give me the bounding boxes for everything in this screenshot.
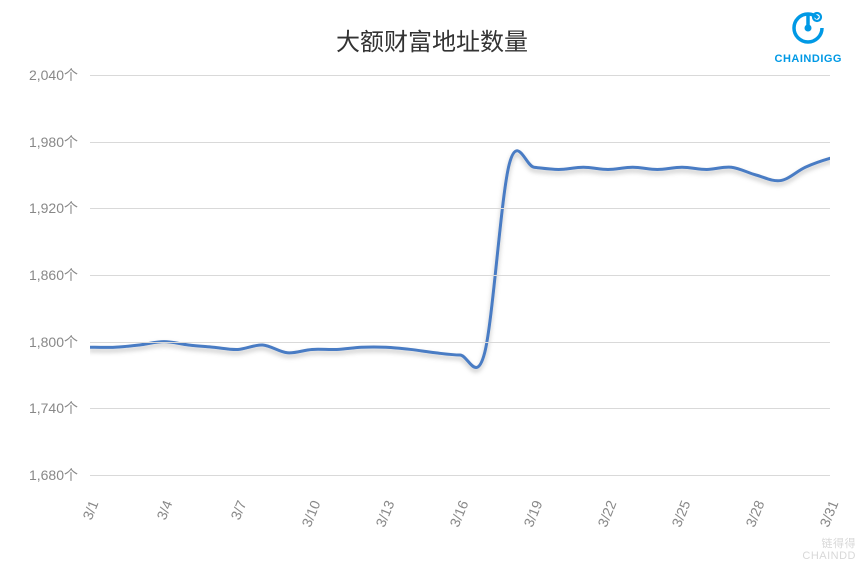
- watermark-line1: 链得得: [802, 538, 856, 550]
- chaindigg-icon: [790, 10, 826, 46]
- gridline: [90, 208, 830, 209]
- chart-title: 大额财富地址数量: [0, 22, 864, 57]
- gridline: [90, 275, 830, 276]
- gridline: [90, 142, 830, 143]
- gridline: [90, 75, 830, 76]
- watermark: 链得得 CHAINDD: [802, 538, 856, 562]
- x-axis-label: 3/7: [222, 498, 250, 536]
- y-axis-label: 2,040个: [0, 65, 78, 85]
- data-line: [90, 151, 830, 368]
- brand-logo: CHAINDIGG: [775, 10, 842, 65]
- y-axis-label: 1,980个: [0, 132, 78, 152]
- x-axis-label: 3/1: [74, 498, 102, 536]
- x-axis-label: 3/31: [814, 498, 842, 536]
- x-axis-label: 3/13: [370, 498, 398, 536]
- x-axis-label: 3/4: [148, 498, 176, 536]
- y-axis-label: 1,680个: [0, 465, 78, 485]
- gridline: [90, 475, 830, 476]
- x-axis-label: 3/28: [740, 498, 768, 536]
- y-axis-label: 1,860个: [0, 265, 78, 285]
- y-axis-label: 1,740个: [0, 398, 78, 418]
- gridline: [90, 342, 830, 343]
- y-axis-label: 1,800个: [0, 332, 78, 352]
- x-axis-label: 3/25: [666, 498, 694, 536]
- chart-container: 大额财富地址数量 CHAINDIGG 链得得 CHAINDD 1,680个 1,7…: [0, 0, 864, 568]
- x-axis-label: 3/19: [518, 498, 546, 536]
- brand-name: CHAINDIGG: [775, 53, 842, 65]
- x-axis-label: 3/16: [444, 498, 472, 536]
- x-axis-label: 3/22: [592, 498, 620, 536]
- gridline: [90, 408, 830, 409]
- x-axis-label: 3/10: [296, 498, 324, 536]
- watermark-line2: CHAINDD: [802, 550, 856, 562]
- y-axis-label: 1,920个: [0, 198, 78, 218]
